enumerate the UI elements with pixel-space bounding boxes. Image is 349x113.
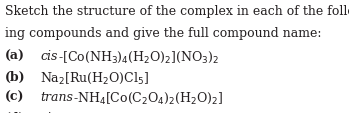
Text: -[Co(NH$_3$)$_4$(H$_2$O)$_2$](NO$_3$)$_2$: -[Co(NH$_3$)$_4$(H$_2$O)$_2$](NO$_3$)$_2…	[58, 50, 219, 65]
Text: ing compounds and give the full compound name:: ing compounds and give the full compound…	[5, 27, 321, 40]
Text: cis: cis	[40, 50, 58, 63]
Text: (b): (b)	[5, 70, 25, 83]
Text: Na$_2$[Ru(H$_2$O)Cl$_5$]: Na$_2$[Ru(H$_2$O)Cl$_5$]	[40, 70, 149, 85]
Text: trans: trans	[40, 90, 73, 103]
Text: cis: cis	[40, 111, 58, 113]
Text: -NH$_4$[Co(C$_2$O$_4$)$_2$(H$_2$O)$_2$]: -NH$_4$[Co(C$_2$O$_4$)$_2$(H$_2$O)$_2$]	[73, 90, 223, 105]
Text: Sketch the structure of the complex in each of the follow-: Sketch the structure of the complex in e…	[5, 5, 349, 17]
Text: (a): (a)	[5, 50, 24, 63]
Text: (d): (d)	[5, 111, 25, 113]
Text: -[Ru(en)$_2$Cl$_2$]: -[Ru(en)$_2$Cl$_2$]	[58, 111, 141, 113]
Text: (c): (c)	[5, 90, 24, 103]
